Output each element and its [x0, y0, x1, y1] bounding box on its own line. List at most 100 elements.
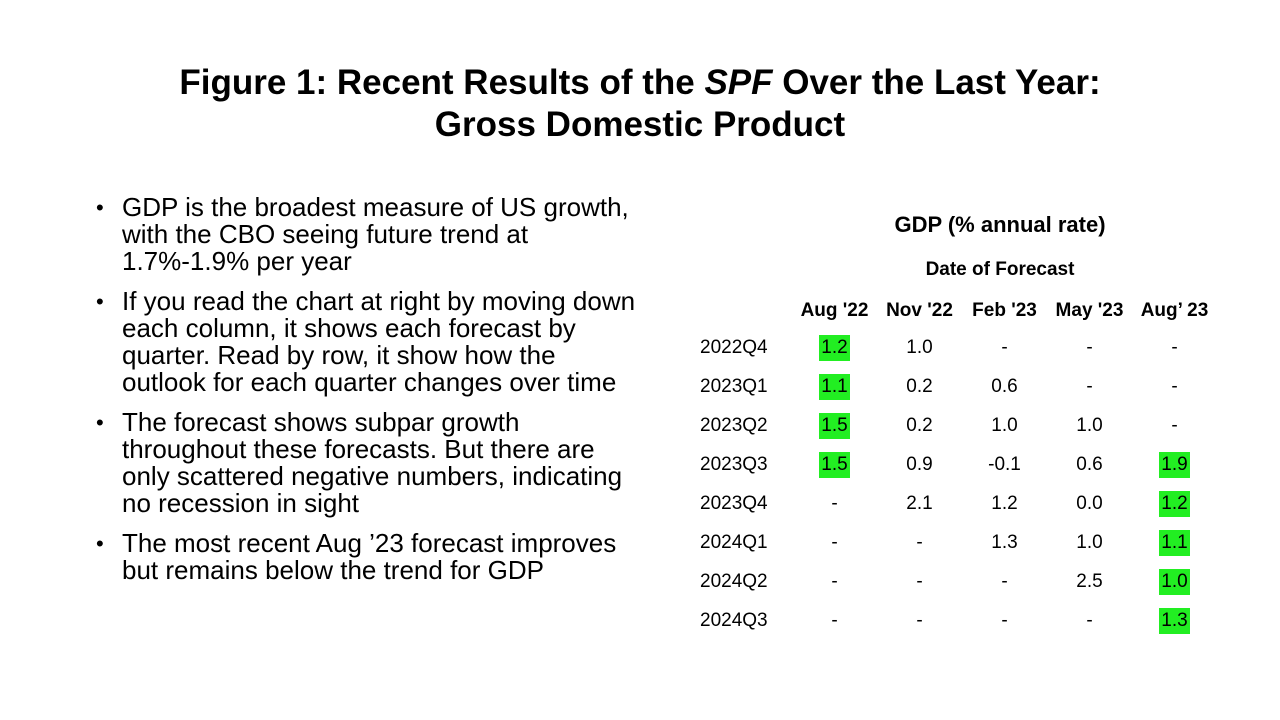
- cell-value: -: [1001, 336, 1008, 358]
- row-label: 2024Q1: [700, 531, 768, 553]
- highlighted-value: 1.5: [819, 412, 850, 439]
- table-cell: 0.0: [1047, 484, 1132, 523]
- cell-value: -: [1171, 375, 1178, 397]
- table-cell: -: [792, 601, 877, 640]
- highlighted-value: 1.3: [1159, 607, 1190, 634]
- column-header: Aug '22: [800, 300, 869, 321]
- row-label: 2022Q4: [700, 336, 768, 358]
- column-header: Aug’ 23: [1140, 300, 1209, 321]
- cell-value: -: [916, 609, 923, 631]
- table-cell: 1.0: [1132, 562, 1217, 601]
- highlighted-value: 1.9: [1159, 451, 1190, 478]
- cell-value: 0.2: [906, 414, 933, 436]
- bullet-text: GDP is the broadest measure of US growth…: [122, 192, 629, 276]
- table-cell: 1.2: [1132, 484, 1217, 523]
- table-body: 2022Q4 1.2 1.0 - - - 2023Q1 1.1 0.2 0.6 - - 2023Q2 1.…: [700, 328, 1217, 640]
- table-cell: -: [1132, 328, 1217, 367]
- bullet-item: • The forecast shows subpar growth throug…: [96, 409, 636, 517]
- table-cell: 1.3: [1132, 601, 1217, 640]
- table-row: 2024Q3 - - - - 1.3: [700, 601, 1217, 640]
- table-row: 2023Q3 1.5 0.9 -0.1 0.6 1.9: [700, 445, 1217, 484]
- table-cell: 1.1: [792, 367, 877, 406]
- table-cell: -: [1047, 328, 1132, 367]
- table-cell: 1.0: [877, 328, 962, 367]
- column-header: Nov '22: [886, 300, 953, 321]
- cell-value: 1.0: [991, 414, 1018, 436]
- table-cell: -: [962, 562, 1047, 601]
- table-cell: -: [962, 328, 1047, 367]
- table-cell: 0.6: [962, 367, 1047, 406]
- cell-value: -: [1086, 336, 1093, 358]
- table-row: 2022Q4 1.2 1.0 - - -: [700, 328, 1217, 367]
- table-cell: 1.3: [962, 523, 1047, 562]
- table-cell: 2.5: [1047, 562, 1132, 601]
- cell-value: -: [916, 531, 923, 553]
- row-label: 2023Q2: [700, 414, 768, 436]
- cell-value: -: [1171, 414, 1178, 436]
- table-cell: 0.6: [1047, 445, 1132, 484]
- cell-value: -: [1001, 570, 1008, 592]
- cell-value: 2.1: [906, 492, 933, 514]
- table-cell: 1.1: [1132, 523, 1217, 562]
- page-title: Figure 1: Recent Results of the SPF Over…: [0, 62, 1280, 146]
- cell-value: 0.0: [1076, 492, 1103, 514]
- bullet-icon: •: [96, 410, 104, 435]
- row-header-corner: [700, 294, 792, 328]
- table-cell: -: [1132, 367, 1217, 406]
- table-cell: 1.2: [962, 484, 1047, 523]
- cell-value: -: [1001, 609, 1008, 631]
- title-prefix: Figure 1: Recent Results of the: [179, 63, 705, 102]
- title-italic-spf: SPF: [704, 63, 773, 102]
- table-cell: -: [792, 562, 877, 601]
- table-row: 2023Q4 - 2.1 1.2 0.0 1.2: [700, 484, 1217, 523]
- cell-value: 2.5: [1076, 570, 1103, 592]
- row-label: 2023Q4: [700, 492, 768, 514]
- bullet-item: • GDP is the broadest measure of US growt…: [96, 194, 636, 275]
- title-line-2: Gross Domestic Product: [434, 105, 846, 144]
- row-label: 2023Q1: [700, 375, 768, 397]
- table-subtitle: Date of Forecast: [925, 259, 1075, 280]
- highlighted-value: 1.5: [819, 451, 850, 478]
- cell-value: 0.2: [906, 375, 933, 397]
- table-cell: 1.5: [792, 406, 877, 445]
- highlighted-value: 1.2: [819, 334, 850, 361]
- cell-value: 0.6: [991, 375, 1018, 397]
- bullet-item: • The most recent Aug ’23 forecast improv…: [96, 530, 636, 584]
- column-header: Feb '23: [972, 300, 1037, 321]
- table-cell: 1.2: [792, 328, 877, 367]
- bullet-text: The forecast shows subpar growth through…: [122, 407, 623, 518]
- highlighted-value: 1.2: [1159, 490, 1190, 517]
- cell-value: -: [831, 609, 838, 631]
- table-cell: -: [792, 484, 877, 523]
- bullet-icon: •: [96, 531, 104, 556]
- table-cell: 1.0: [1047, 406, 1132, 445]
- row-label: 2023Q3: [700, 453, 768, 475]
- table-cell: -: [792, 523, 877, 562]
- bullet-text: The most recent Aug ’23 forecast improve…: [122, 528, 617, 585]
- title-line-1: Figure 1: Recent Results of the SPF Over…: [0, 62, 1280, 104]
- cell-value: 0.6: [1076, 453, 1103, 475]
- highlighted-value: 1.0: [1159, 568, 1190, 595]
- table-title: GDP (% annual rate): [894, 212, 1106, 237]
- cell-value: 1.0: [1076, 414, 1103, 436]
- cell-value: -0.1: [988, 453, 1021, 475]
- table-cell: 1.0: [1047, 523, 1132, 562]
- table-row: 2023Q2 1.5 0.2 1.0 1.0 -: [700, 406, 1217, 445]
- bullet-icon: •: [96, 289, 104, 314]
- row-label: 2024Q3: [700, 609, 768, 631]
- table-cell: -0.1: [962, 445, 1047, 484]
- column-header: May '23: [1055, 300, 1124, 321]
- table-row: 2024Q1 - - 1.3 1.0 1.1: [700, 523, 1217, 562]
- table-row: 2024Q2 - - - 2.5 1.0: [700, 562, 1217, 601]
- table-cell: -: [1047, 367, 1132, 406]
- title-suffix: Over the Last Year:: [772, 63, 1101, 102]
- bullet-item: • If you read the chart at right by movin…: [96, 288, 636, 396]
- table-cell: -: [877, 562, 962, 601]
- table-cell: -: [1047, 601, 1132, 640]
- gdp-forecast-table: Aug '22 Nov '22 Feb '23 May '23 Aug’ 23 …: [700, 294, 1217, 640]
- table-cell: -: [962, 601, 1047, 640]
- table-row: 2023Q1 1.1 0.2 0.6 - -: [700, 367, 1217, 406]
- cell-value: -: [916, 570, 923, 592]
- bullet-icon: •: [96, 195, 104, 220]
- table-cell: 0.9: [877, 445, 962, 484]
